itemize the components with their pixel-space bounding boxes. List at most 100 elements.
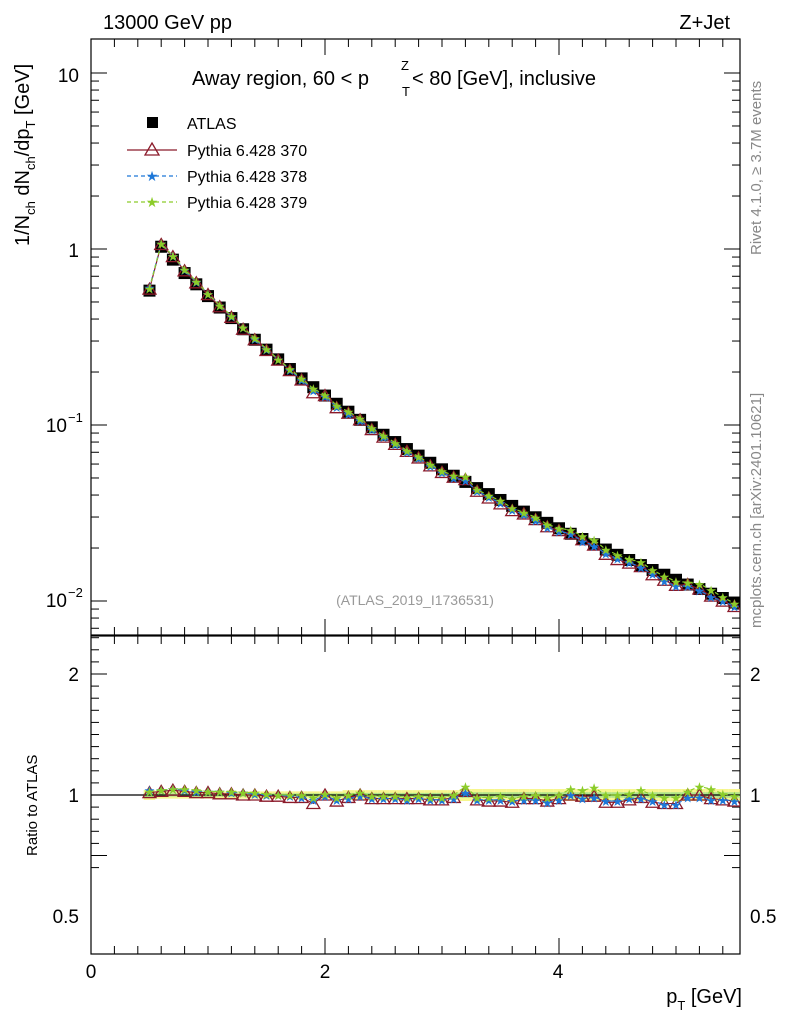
mc-point-378: ★ [518, 508, 530, 523]
mc-point-370 [633, 559, 649, 573]
ratio-point-370 [235, 787, 251, 801]
mc-point-379: ★ [506, 501, 518, 516]
mc-line-370 [148, 243, 735, 608]
ratio-point-379: ★ [261, 787, 273, 802]
main-y-ticks [91, 72, 740, 629]
ratio-point-370 [141, 785, 158, 799]
mc-point-378: ★ [307, 383, 319, 398]
mc-point-378: ★ [541, 521, 553, 536]
mc-point-378: ★ [506, 503, 518, 518]
ratio-point-378: ★ [389, 792, 401, 807]
mc-point-378: ★ [694, 584, 706, 599]
ratio-point-378: ★ [623, 792, 635, 807]
ratio-point-370 [282, 790, 298, 804]
ratio-point-379: ★ [670, 790, 682, 805]
plot-title: Away region, 60 < p [192, 68, 369, 90]
ratio-point-379: ★ [167, 782, 179, 797]
mc-point-378: ★ [471, 484, 483, 499]
mc-point-378: ★ [226, 310, 238, 325]
mc-point-379: ★ [495, 494, 507, 509]
ratio-point-379: ★ [366, 789, 378, 804]
mc-point-379: ★ [354, 411, 366, 426]
ratio-point-379: ★ [518, 789, 530, 804]
mc-point-379: ★ [155, 237, 167, 252]
mc-point-370 [598, 547, 614, 560]
ratio-point-378: ★ [495, 793, 507, 808]
mc-point-378: ★ [296, 373, 308, 388]
mc-point-379: ★ [366, 421, 378, 436]
ratio-point-370 [574, 788, 591, 802]
ratio-point-370 [609, 794, 626, 808]
plot-title-tail: < 80 [GeV], inclusive [412, 68, 596, 90]
ratio-point-378: ★ [658, 798, 670, 813]
mc-point-370 [270, 352, 286, 366]
mc-point-378: ★ [553, 524, 565, 539]
ratio-point-378: ★ [366, 792, 378, 807]
atlas-point [576, 533, 589, 546]
ratio-point-370 [399, 791, 415, 805]
ratio-point-370 [680, 787, 696, 801]
ratio-point-379: ★ [506, 792, 518, 807]
mc-point-370 [656, 573, 672, 586]
ratio-point-379: ★ [658, 790, 670, 805]
mc-point-379: ★ [460, 470, 472, 485]
ratio-point-370 [317, 787, 333, 801]
ratio-point-379: ★ [214, 784, 226, 799]
header-left: 13000 GeV pp [103, 12, 232, 34]
mc-point-378: ★ [389, 437, 401, 452]
mc-point-379: ★ [179, 262, 191, 277]
ratio-point-378: ★ [553, 793, 565, 808]
mc-point-370 [364, 422, 380, 436]
mc-point-379: ★ [577, 529, 589, 544]
ratio-ytick-0-5-right: 0.5 [750, 907, 776, 928]
ytick-10: 10 [58, 66, 79, 87]
mc-point-379: ★ [600, 543, 612, 558]
mc-point-379: ★ [424, 457, 436, 472]
mc-point-379: ★ [705, 583, 717, 598]
ratio-ytick-1: 1 [68, 786, 79, 807]
mc-point-378: ★ [483, 490, 495, 505]
ratio-point-370 [352, 787, 368, 801]
mc-point-379: ★ [378, 429, 390, 444]
mc-point-378: ★ [577, 534, 589, 549]
ratio-point-379: ★ [272, 788, 284, 803]
ratio-point-379: ★ [623, 787, 635, 802]
ratio-point-379: ★ [319, 787, 331, 802]
mc-point-378: ★ [705, 590, 717, 605]
atlas-point [529, 511, 542, 524]
ratio-point-378: ★ [565, 788, 577, 803]
ratio-point-370 [270, 788, 286, 802]
mc-point-379: ★ [144, 281, 156, 296]
ratio-point-370 [644, 794, 661, 808]
mc-point-379: ★ [448, 469, 460, 484]
legend-379-marker: ★ [146, 194, 159, 210]
ratio-point-379: ★ [226, 784, 238, 799]
mc-point-379: ★ [623, 552, 635, 567]
ratio-point-379: ★ [729, 789, 741, 804]
ratio-point-379: ★ [694, 780, 706, 795]
ratio-point-370 [598, 794, 614, 808]
ratio-point-370 [340, 790, 357, 804]
ratio-point-378: ★ [694, 790, 706, 805]
ytick-1: 1 [68, 241, 79, 262]
ratio-point-378: ★ [296, 790, 308, 805]
ratio-point-379: ★ [682, 784, 694, 799]
ratio-point-370 [563, 787, 579, 801]
ratio-point-379: ★ [307, 790, 319, 805]
ratio-point-378: ★ [343, 792, 355, 807]
mc-point-379: ★ [413, 449, 425, 464]
mc-point-378: ★ [717, 594, 729, 609]
mc-point-378: ★ [319, 389, 331, 404]
ratio-point-370 [200, 785, 216, 799]
ratio-point-379: ★ [413, 789, 425, 804]
ratio-point-379: ★ [530, 788, 542, 803]
ratio-point-378: ★ [378, 792, 390, 807]
mc-point-379: ★ [658, 569, 670, 584]
ratio-point-378: ★ [705, 793, 717, 808]
ratio-point-378: ★ [261, 788, 273, 803]
mc-point-378: ★ [647, 567, 659, 582]
mc-point-379: ★ [167, 249, 179, 264]
ratio-point-378: ★ [448, 792, 460, 807]
ratio-point-378: ★ [612, 794, 624, 809]
mc-point-379: ★ [588, 533, 600, 548]
